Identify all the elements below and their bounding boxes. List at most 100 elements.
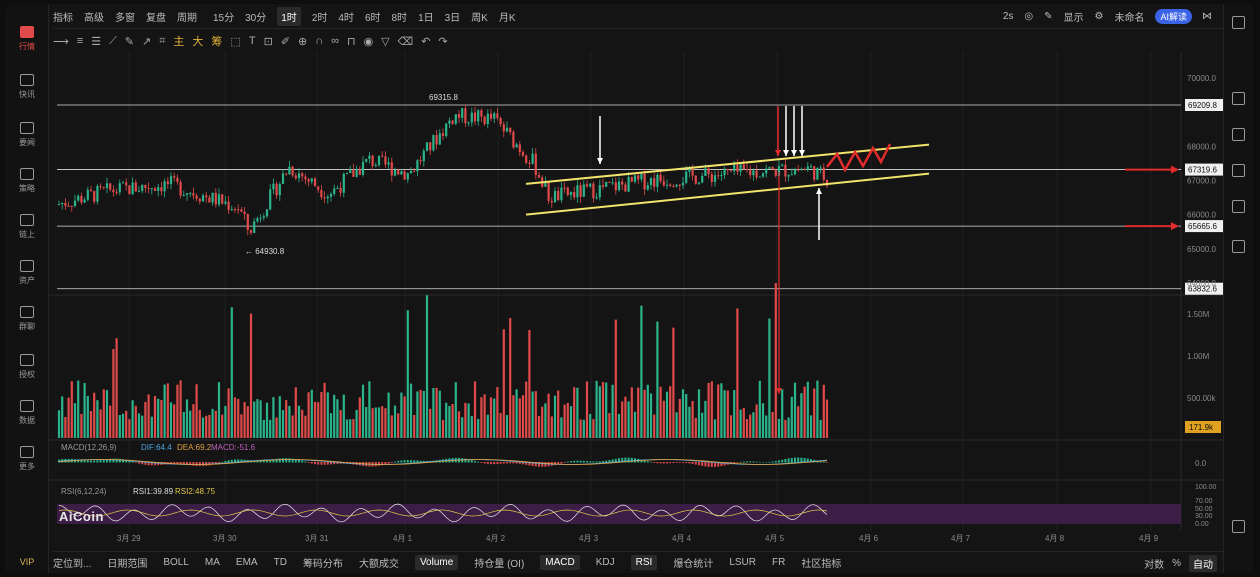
list-icon[interactable] bbox=[1232, 92, 1245, 105]
nav-vip[interactable]: VIP bbox=[19, 557, 35, 567]
toolbar-multi-window[interactable]: 多窗 bbox=[115, 12, 135, 24]
nav-assets[interactable]: 资产 bbox=[5, 254, 49, 294]
ai-interpret-button[interactable]: AI解读 bbox=[1155, 9, 1192, 24]
macd-bar bbox=[138, 462, 140, 464]
lock-icon[interactable]: ⊓ bbox=[346, 35, 356, 48]
volume-bar bbox=[483, 394, 486, 438]
period-15m[interactable]: 15分 bbox=[213, 12, 235, 24]
period-1w[interactable]: 周K bbox=[471, 12, 488, 24]
toolbar-indicator[interactable]: 指标 bbox=[53, 12, 73, 24]
period-4h[interactable]: 4时 bbox=[338, 12, 354, 24]
nav-more[interactable]: 更多 bbox=[5, 440, 49, 480]
layers-icon[interactable] bbox=[1232, 164, 1245, 177]
tab-ma[interactable]: MA bbox=[204, 557, 220, 568]
expand-icon[interactable] bbox=[1232, 520, 1245, 533]
shape-icon[interactable]: ⬚ bbox=[230, 35, 241, 48]
fib-icon[interactable]: ⌗ bbox=[159, 34, 166, 47]
period-30m[interactable]: 30分 bbox=[245, 12, 267, 24]
nav-strategy[interactable]: 策略 bbox=[5, 162, 49, 202]
tab-fr[interactable]: FR bbox=[772, 557, 786, 568]
chart-icon[interactable] bbox=[1232, 128, 1245, 141]
pencil-icon[interactable]: ✐ bbox=[280, 35, 290, 48]
link-icon[interactable]: ∞ bbox=[331, 35, 339, 47]
robot-icon[interactable] bbox=[1232, 200, 1245, 213]
toolbar-period[interactable]: 周期 bbox=[177, 12, 197, 24]
zoom-icon[interactable]: ⊕ bbox=[298, 35, 308, 48]
nav-data[interactable]: 数据 bbox=[5, 394, 49, 434]
tab-td[interactable]: TD bbox=[273, 557, 287, 568]
tab-lsur[interactable]: LSUR bbox=[729, 557, 757, 568]
period-2h[interactable]: 2时 bbox=[311, 12, 328, 24]
share-icon[interactable]: ⋈ bbox=[1202, 11, 1212, 22]
list-tool-icon[interactable]: ☰ bbox=[91, 35, 102, 48]
toolbar-advanced[interactable]: 高级 bbox=[84, 12, 104, 24]
macd-bar bbox=[419, 460, 422, 463]
period-6h[interactable]: 6时 bbox=[364, 12, 381, 24]
main-force-tool[interactable]: 主 bbox=[173, 36, 185, 48]
period-8h[interactable]: 8时 bbox=[391, 12, 408, 24]
nav-authorize[interactable]: 授权 bbox=[5, 348, 49, 388]
tab-large-trades[interactable]: 大额成交 bbox=[358, 559, 399, 570]
measure-icon[interactable]: ⊡ bbox=[263, 35, 273, 48]
macd-bar bbox=[282, 458, 284, 463]
macd-bar bbox=[672, 462, 675, 464]
display-toggle[interactable]: 显示 bbox=[1063, 13, 1084, 24]
period-1mo[interactable]: 月K bbox=[498, 12, 516, 24]
tab-boll[interactable]: BOLL bbox=[163, 557, 189, 568]
tab-rsi[interactable]: RSI bbox=[630, 555, 658, 570]
candle-body bbox=[710, 174, 713, 182]
settings-icon[interactable]: ⚙ bbox=[1094, 11, 1104, 22]
nav-group-chat[interactable]: 群聊 bbox=[5, 300, 49, 340]
date-range-dropdown[interactable]: 日期范围 bbox=[107, 559, 148, 570]
tab-macd[interactable]: MACD bbox=[540, 555, 580, 570]
macd-bar bbox=[394, 461, 396, 463]
redo-icon[interactable]: ↷ bbox=[438, 35, 448, 48]
nav-onchain[interactable]: 链上 bbox=[5, 208, 49, 248]
volume-bar bbox=[211, 408, 214, 438]
tab-open-interest[interactable]: 持仓量 (OI) bbox=[474, 559, 525, 570]
trend-line-icon[interactable]: ⟋ bbox=[109, 34, 117, 47]
ray-icon[interactable]: ↗ bbox=[142, 35, 152, 48]
tab-chip-distribution[interactable]: 筹码分布 bbox=[302, 559, 343, 570]
edit-icon[interactable]: ✎ bbox=[1044, 11, 1053, 22]
cursor-icon[interactable]: ⟶ bbox=[53, 35, 69, 48]
percent-scale-toggle[interactable]: % bbox=[1172, 557, 1181, 569]
toolbar-replay[interactable]: 复盘 bbox=[146, 12, 166, 24]
nav-market[interactable]: 行情 bbox=[5, 20, 49, 60]
big-order-tool[interactable]: 大 bbox=[192, 36, 204, 48]
document-icon[interactable] bbox=[1232, 16, 1245, 29]
volume-bar bbox=[425, 295, 429, 438]
volume-bar bbox=[656, 321, 659, 438]
chip-tool[interactable]: 筹 bbox=[211, 36, 223, 48]
settings-icon[interactable] bbox=[1232, 240, 1245, 253]
undo-icon[interactable]: ↶ bbox=[421, 35, 431, 48]
period-3d[interactable]: 3日 bbox=[444, 12, 461, 24]
eye-icon[interactable]: ◉ bbox=[363, 35, 374, 48]
volume-bar bbox=[579, 419, 582, 438]
tab-ema[interactable]: EMA bbox=[235, 557, 258, 568]
period-1d[interactable]: 1日 bbox=[418, 12, 434, 24]
log-scale-toggle[interactable]: 对数 bbox=[1144, 559, 1165, 571]
nav-news-flash[interactable]: 快讯 bbox=[5, 68, 49, 108]
macd-bar bbox=[224, 460, 227, 463]
red-arrow-down-head bbox=[775, 150, 781, 156]
tab-kdj[interactable]: KDJ bbox=[595, 557, 615, 568]
text-icon[interactable]: T bbox=[248, 35, 256, 47]
locate-button[interactable]: 定位到... bbox=[53, 559, 92, 570]
filter-icon[interactable]: ▽ bbox=[381, 35, 390, 48]
volume-bar bbox=[93, 392, 96, 438]
horizontal-line-icon[interactable]: ≡ bbox=[76, 35, 84, 47]
layout-name[interactable]: 未命名 bbox=[1114, 13, 1145, 24]
magnet-icon[interactable]: ∩ bbox=[315, 35, 324, 47]
camera-icon[interactable]: ◎ bbox=[1024, 11, 1034, 22]
tab-community-indicators[interactable]: 社区指标 bbox=[801, 559, 842, 570]
refresh-interval[interactable]: 2s bbox=[1002, 11, 1014, 22]
trash-icon[interactable]: ⌫ bbox=[397, 35, 414, 48]
tab-volume[interactable]: Volume bbox=[414, 555, 459, 570]
tab-liquidation-stats[interactable]: 爆仓统计 bbox=[673, 559, 714, 570]
period-1h[interactable]: 1时 bbox=[277, 6, 301, 26]
auto-scale-toggle[interactable]: 自动 bbox=[1189, 554, 1217, 572]
brush-icon[interactable]: ✎ bbox=[124, 35, 134, 48]
price-chart[interactable]: 69209.8 67319.6 65665.6 63832.6 69315.8 ← 64… bbox=[49, 52, 1223, 548]
nav-headlines[interactable]: 要闻 bbox=[5, 116, 49, 156]
